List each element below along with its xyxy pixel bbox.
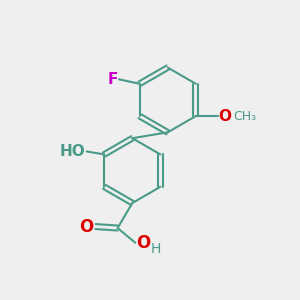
Text: O: O bbox=[136, 234, 150, 252]
Text: O: O bbox=[79, 218, 93, 236]
Text: CH₃: CH₃ bbox=[233, 110, 256, 123]
Text: H: H bbox=[151, 242, 161, 256]
Text: HO: HO bbox=[59, 144, 85, 159]
Text: O: O bbox=[218, 109, 231, 124]
Text: F: F bbox=[107, 72, 118, 87]
